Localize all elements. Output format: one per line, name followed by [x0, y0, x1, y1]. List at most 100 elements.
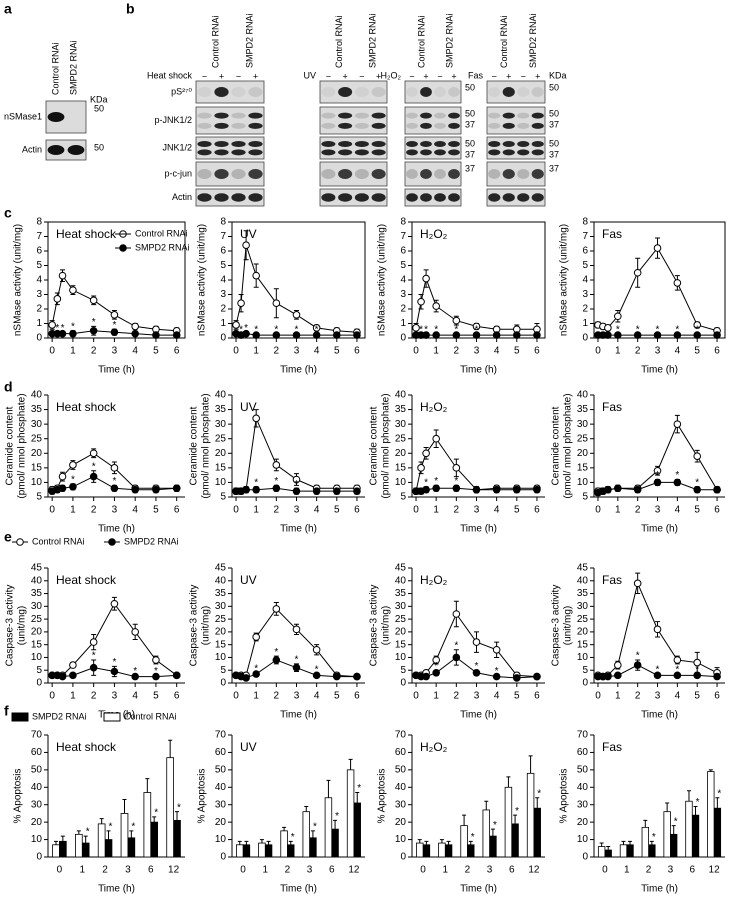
blot-band: [231, 122, 246, 129]
blot-band: [531, 141, 544, 148]
x-tick-label: 4: [675, 505, 681, 516]
blot-band: [67, 145, 85, 155]
x-tick-label: 12: [168, 865, 180, 876]
significance-marker: *: [717, 788, 721, 799]
significance-marker: *: [495, 666, 499, 677]
y-tick-label: 3: [36, 289, 42, 300]
data-point: [653, 625, 662, 634]
y-tick-label: 15: [577, 462, 589, 473]
blot-strip: [404, 161, 462, 187]
x-tick-label: 6: [714, 691, 720, 702]
x-tick-label: 2: [465, 865, 471, 876]
x-tick-label: 1: [615, 346, 621, 357]
blot-band: [531, 112, 544, 119]
data-point: [272, 605, 281, 613]
panel-letter: f: [4, 703, 9, 719]
blot-band: [502, 87, 515, 97]
mw-marker: 37: [465, 119, 475, 129]
legend-symbol: [103, 712, 121, 722]
y-tick-label: 5: [582, 492, 588, 503]
mw-marker: 37: [549, 149, 559, 159]
error-bar: [628, 840, 633, 845]
error-bar: [424, 840, 429, 845]
data-point: [512, 331, 521, 339]
data-point: [152, 672, 160, 681]
error-bar: [237, 840, 242, 845]
x-axis-label: Time (h): [460, 365, 497, 376]
data-point: [312, 324, 321, 332]
sign-label: +: [506, 71, 511, 81]
error-bar: [259, 839, 264, 844]
bar: [670, 833, 678, 858]
error-bar: [145, 778, 150, 793]
data-point: [272, 656, 281, 664]
y-tick-label: 60: [31, 747, 43, 758]
data-point: [432, 668, 440, 677]
unit-label: KDa: [90, 94, 108, 104]
blot-band: [354, 169, 369, 179]
bar: [511, 823, 519, 858]
treatment-label: Heat shock: [147, 70, 193, 80]
treatment-label: UV: [303, 70, 316, 80]
x-tick-label: 3: [294, 691, 300, 702]
error-bar: [715, 797, 720, 809]
data-point: [252, 331, 260, 339]
x-tick-label: 3: [474, 691, 480, 702]
lane-label: Control RNAi: [416, 15, 426, 68]
data-point: [653, 244, 662, 252]
blot-strip: [319, 188, 388, 207]
error-bar: [693, 805, 698, 816]
mw-marker: 37: [549, 119, 559, 129]
y-tick-label: 30: [31, 601, 43, 612]
y-tick-label: 35: [31, 588, 43, 599]
data-point: [58, 329, 67, 338]
significance-marker: *: [313, 821, 317, 832]
x-tick-label: 2: [454, 505, 460, 516]
data-point: [69, 461, 77, 469]
y-tick-label: 10: [577, 477, 589, 488]
y-axis-label: nSMase activity (unit/mg): [13, 224, 24, 336]
x-tick-label: 2: [274, 346, 280, 357]
data-point: [673, 478, 682, 487]
significance-marker: *: [357, 783, 361, 794]
y-tick-label: 35: [395, 404, 407, 415]
data-point: [633, 579, 642, 588]
y-tick-label: 50: [31, 764, 43, 775]
x-tick-label: 2: [635, 691, 641, 702]
bar: [52, 844, 60, 858]
y-tick-label: 4: [400, 275, 406, 286]
y-tick-label: 10: [215, 477, 227, 488]
data-point: [673, 656, 682, 664]
blot-strip: [195, 80, 265, 104]
legend-label: Control RNAi: [135, 228, 188, 238]
data-point: [58, 472, 67, 481]
significance-marker: *: [109, 821, 113, 832]
bar: [75, 833, 83, 858]
data-point: [292, 331, 301, 339]
y-tick-label: 35: [31, 404, 43, 415]
y-axis-label: (unit/mg): [381, 606, 392, 645]
x-tick-label: 1: [253, 691, 259, 702]
x-tick-label: 3: [474, 346, 480, 357]
error-bar: [446, 840, 451, 845]
bar: [444, 844, 453, 858]
data-point: [110, 464, 119, 472]
y-tick-label: 40: [215, 390, 227, 401]
sign-label: −: [202, 71, 207, 81]
x-tick-label: 4: [675, 346, 681, 357]
row-label: Actin: [172, 192, 192, 202]
blot-band: [214, 122, 229, 129]
x-tick-label: 2: [91, 691, 97, 702]
x-tick-label: 0: [413, 346, 419, 357]
x-tick-label: 5: [153, 691, 159, 702]
significance-marker: *: [131, 821, 135, 832]
error-bar: [122, 798, 127, 814]
blot-band: [354, 122, 369, 129]
y-tick-label: 20: [31, 627, 43, 638]
error-bar: [168, 739, 173, 758]
data-point: [272, 299, 281, 308]
legend-symbol: [11, 712, 29, 722]
data-point: [312, 671, 321, 680]
chart-title: H₂O₂: [420, 740, 448, 754]
x-tick-label: 5: [694, 505, 700, 516]
